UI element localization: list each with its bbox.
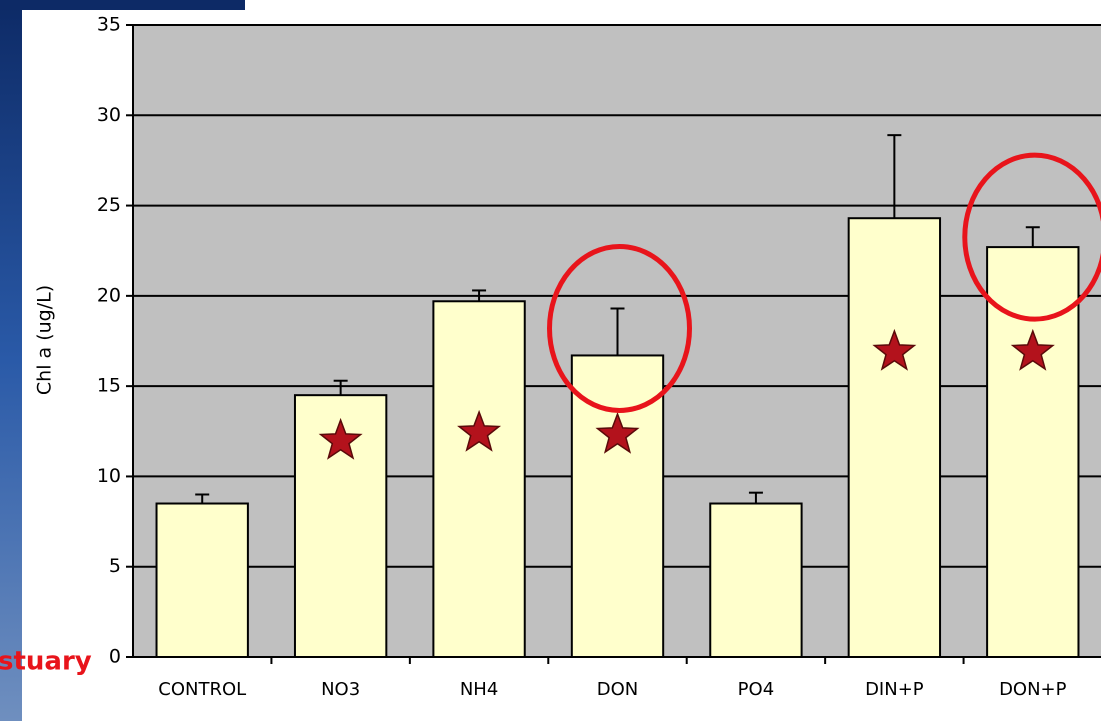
x-tick-label: CONTROL [158,679,246,700]
y-tick-label: 35 [97,14,121,36]
bar [155,502,249,658]
y-tick-label: 20 [97,284,121,306]
significance-star [318,417,363,460]
background-strip [0,0,22,721]
annotation: stuary [0,647,92,677]
y-tick-label: 30 [97,104,121,126]
x-tick-label: NH4 [460,679,498,700]
significance-star [1010,328,1055,371]
highlight-circle [962,152,1101,322]
significance-star [595,411,640,454]
y-tick-label: 15 [97,375,121,397]
y-tick-label: 10 [97,465,121,487]
significance-star [872,328,917,371]
background-band [0,0,245,10]
x-tick-label: DON+P [999,679,1067,700]
y-tick-label: 5 [109,555,121,577]
y-tick-label: 0 [109,646,121,668]
significance-star [457,409,502,452]
highlight-circle [547,243,692,413]
x-tick-label: DON [597,679,639,700]
x-tick-label: DIN+P [865,679,924,700]
y-axis-label: Chl a (ug/L) [34,285,56,395]
x-tick-label: NO3 [321,679,360,700]
bar [432,300,526,658]
x-tick-label: PO4 [738,679,774,700]
y-tick-label: 25 [97,194,121,216]
bar [986,246,1080,659]
bar [847,217,942,658]
bar [709,502,803,658]
